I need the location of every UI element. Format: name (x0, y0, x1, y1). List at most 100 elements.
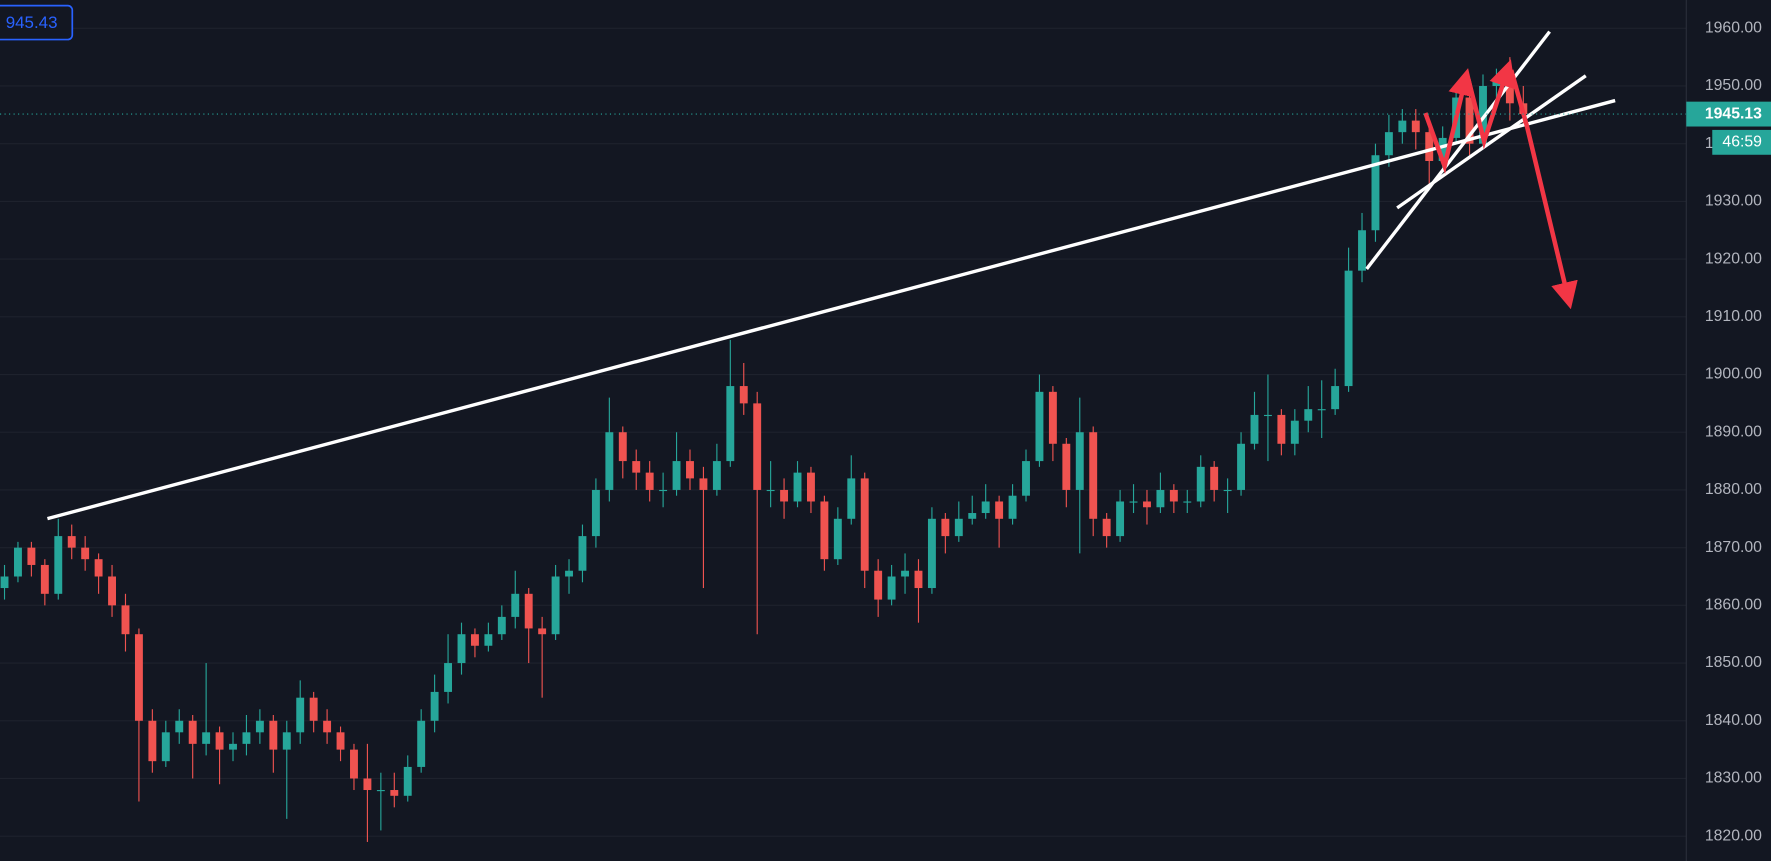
candle-body (417, 720, 426, 767)
candle-body (672, 461, 681, 490)
candle-body (1479, 85, 1487, 144)
candle-body (511, 593, 520, 617)
candle-body (538, 628, 547, 635)
candle-body (1304, 409, 1313, 421)
candle-body (27, 547, 36, 565)
candle-body (712, 461, 721, 490)
candle-body (229, 743, 237, 750)
countdown-label: 46:59 (1722, 134, 1762, 151)
candle-body (282, 732, 291, 750)
candle-body (403, 766, 412, 796)
candle-body (591, 489, 600, 537)
price-tag-text: 945.43 (6, 13, 58, 32)
candle-body (188, 720, 197, 744)
candle-body (269, 720, 278, 750)
candle-body (255, 720, 264, 733)
candle-body (780, 489, 789, 502)
candle-body (954, 518, 963, 537)
candle-body (1075, 432, 1084, 490)
candle-body (1492, 80, 1501, 86)
candle-body (67, 536, 76, 548)
candle-body (108, 576, 116, 606)
candle-body (1438, 137, 1447, 162)
candle-body (54, 536, 63, 594)
candle-body (94, 559, 103, 577)
candle-body (551, 576, 560, 635)
candle-body (430, 691, 439, 721)
candle-body (1250, 414, 1259, 444)
candles (0, 57, 1528, 842)
candle-body (1465, 97, 1474, 144)
candle-body (1317, 409, 1326, 411)
candle-body (1290, 420, 1299, 444)
candle-body (726, 386, 735, 462)
candle-body (1183, 501, 1192, 503)
candle-body (1263, 414, 1272, 417)
candle-body (833, 518, 842, 560)
candle-body (860, 478, 869, 571)
candle-body (995, 501, 1004, 519)
candle-body (363, 778, 372, 791)
candle-body (632, 461, 641, 473)
y-tick-label: 1920.00 (1705, 250, 1762, 267)
candle-body (1277, 414, 1286, 444)
y-tick-label: 1850.00 (1705, 654, 1762, 671)
candle-body (457, 634, 466, 664)
candle-body (1129, 501, 1138, 503)
candle-body (161, 732, 170, 762)
axis-labels: 1820.00 1830.00 1840.00 1850.00 1860.00 1870.… (1705, 19, 1762, 844)
candle-body (1102, 518, 1111, 537)
candle-body (901, 570, 909, 577)
arrow (1423, 68, 1475, 174)
trendline (1396, 74, 1587, 210)
y-tick-label: 1910.00 (1705, 308, 1762, 325)
candle-body (645, 472, 654, 490)
candle-body (1371, 155, 1380, 231)
candle-body (350, 749, 358, 779)
candle-body (1331, 386, 1340, 410)
y-tick-label: 1960.00 (1705, 19, 1762, 36)
candle-body (1048, 391, 1057, 444)
last-price-box (1686, 101, 1771, 127)
y-tick-label: 1890.00 (1705, 423, 1762, 440)
candle-body (390, 790, 399, 796)
candle-body (0, 576, 9, 589)
grid (0, 27, 1687, 837)
candle-body (1062, 443, 1071, 490)
y-tick-label: 1950.00 (1705, 77, 1762, 94)
candle-body (215, 732, 224, 750)
candle-body (202, 732, 211, 744)
candle-body (807, 472, 815, 502)
candle-body (1237, 443, 1246, 490)
y-tick-label: 1830.00 (1705, 770, 1762, 787)
candle-body (739, 386, 748, 404)
last-price-label: 1945.13 (1705, 105, 1762, 122)
candle-body (968, 513, 977, 519)
candle-body (40, 564, 49, 594)
candle-body (1169, 489, 1178, 502)
arrow (1509, 69, 1578, 310)
candle-body (81, 547, 90, 560)
candle-body (1196, 466, 1205, 502)
price-tag (0, 4, 74, 41)
y-tick-label: 1880.00 (1705, 481, 1762, 498)
candle-body (927, 518, 936, 589)
candle-body (484, 634, 493, 646)
candle-body (1384, 132, 1393, 156)
candle-body (1089, 432, 1098, 519)
candle-body (497, 616, 506, 635)
drawings (47, 30, 1616, 521)
candle-body (1223, 489, 1232, 492)
candle-body (766, 489, 775, 492)
y-tick-label: 1820.00 (1705, 827, 1762, 844)
candle-body (470, 634, 479, 646)
y-tick-label: 1860.00 (1705, 597, 1762, 614)
trendline (47, 98, 1616, 521)
candle-body (820, 501, 829, 560)
candle-body (1411, 120, 1420, 133)
arrow (1466, 59, 1516, 150)
candle-body (1358, 230, 1366, 271)
candle-body (847, 478, 856, 519)
